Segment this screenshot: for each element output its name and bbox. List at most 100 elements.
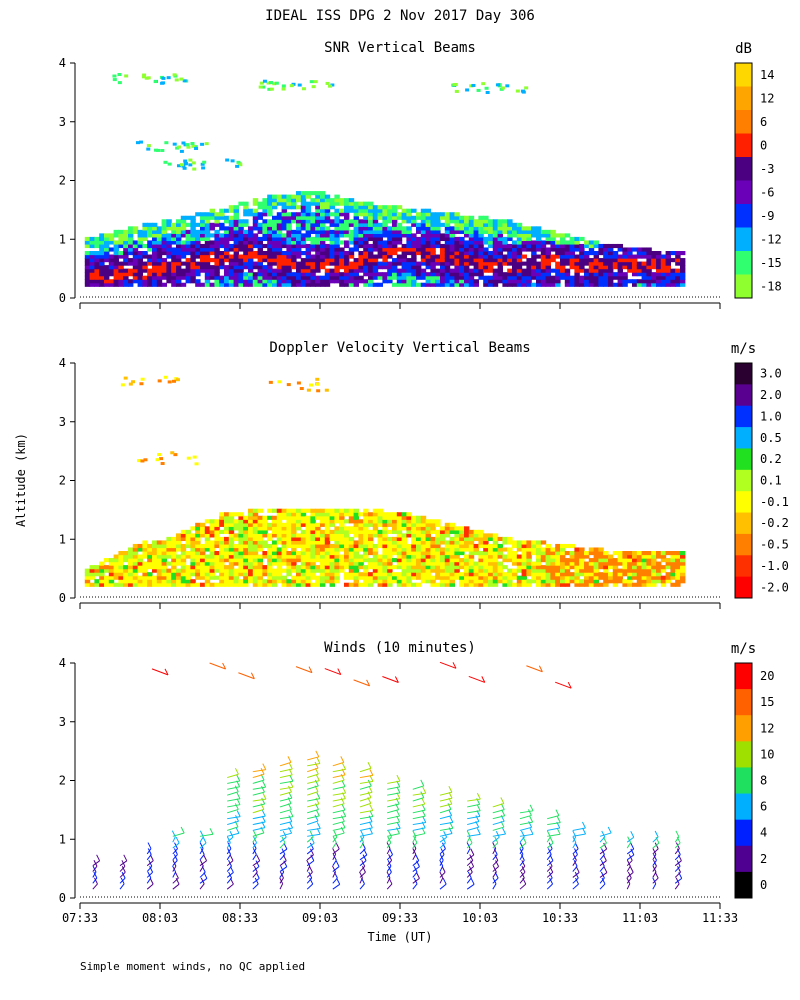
snr-cell [382,233,388,238]
snr-cell [300,194,307,199]
snr-cell [560,243,566,249]
velocity-cell [353,540,359,545]
velocity-cell [454,561,460,566]
snr-cell [387,205,393,210]
wind-barb-flag [567,681,572,689]
velocity-cell [305,579,311,584]
velocity-cell [272,554,278,559]
velocity-cell [401,558,407,563]
snr-cell [497,251,503,256]
snr-cell [406,208,412,213]
wind-barb [546,877,553,884]
velocity-cell [545,575,551,580]
snr-cell [243,222,249,227]
colorbar-segment [735,741,752,768]
velocity-cell [300,558,307,563]
snr-cell [348,208,355,213]
velocity-cell [497,572,503,577]
velocity-cell [300,568,307,573]
snr-cell [632,272,638,277]
velocity-cell [612,579,619,584]
snr-cell [444,229,451,234]
velocity-cell [617,579,623,584]
snr-cell [396,212,403,217]
velocity-cell [257,533,263,538]
velocity-cell [416,554,422,559]
velocity-cell [344,547,350,552]
snr-cell [416,272,422,277]
velocity-cell [545,543,551,549]
wind-barb [439,883,447,890]
snr-cell [248,247,254,252]
snr-cell [296,236,302,242]
snr-cell [372,268,379,273]
velocity-cell [478,575,484,580]
snr-cell [516,275,523,280]
snr-cell [94,240,100,245]
snr-cell [507,236,513,242]
velocity-cell [550,572,556,577]
velocity-cell [560,568,566,573]
wind-barb-flag [262,792,267,800]
velocity-cell [195,540,201,545]
snr-cell [401,275,407,280]
velocity-cell [420,515,427,520]
snr-cell [454,261,460,266]
snr-cell [502,247,508,252]
velocity-cell [252,582,259,587]
velocity-cell [617,568,623,573]
snr-cell [387,268,393,273]
snr-cell [190,265,196,270]
snr-cell [252,226,259,231]
snr-cell [444,268,451,273]
velocity-cell [300,536,307,542]
velocity-cell [416,547,422,552]
snr-cell [622,265,628,270]
velocity-cell [324,568,331,573]
x-tick-label: 07:33 [62,911,98,925]
snr-cell [310,268,316,273]
velocity-cell [675,579,681,584]
snr-cell [112,78,117,82]
wind-barb [252,779,265,784]
wind-barb [359,810,373,814]
velocity-cell [430,565,436,570]
snr-cell [272,233,278,238]
velocity-cell [300,579,307,584]
snr-cell [627,254,633,259]
snr-cell [281,198,287,203]
velocity-cell [123,554,129,559]
velocity-cell [296,512,302,517]
snr-cell [579,251,585,256]
snr-cell [651,258,657,263]
snr-cell [334,215,340,220]
wind-barb [226,872,234,878]
snr-cell [339,247,345,252]
snr-cell [305,247,311,252]
y-tick-label: 3 [59,715,66,729]
snr-cell [444,243,451,249]
snr-cell [425,222,431,227]
velocity-cell [377,582,383,587]
snr-cell [521,236,527,242]
velocity-cell [363,575,369,580]
velocity-cell [334,540,340,545]
snr-cell [646,254,652,259]
colorbar-label: 0 [760,878,767,892]
snr-cell [94,265,100,270]
wind-barb-flag [288,785,292,793]
snr-cell [339,282,345,287]
velocity-cell [152,582,158,587]
snr-cell [473,233,479,238]
snr-cell [387,236,393,242]
snr-cell [185,247,191,252]
velocity-cell [569,575,575,580]
snr-cell [348,247,355,252]
wind-barb [412,815,426,820]
snr-cell [261,85,266,89]
velocity-cell [238,540,244,545]
velocity-cell [267,533,273,538]
wind-barb-flag [626,877,631,884]
velocity-cell [315,512,321,517]
snr-cell [276,198,283,203]
